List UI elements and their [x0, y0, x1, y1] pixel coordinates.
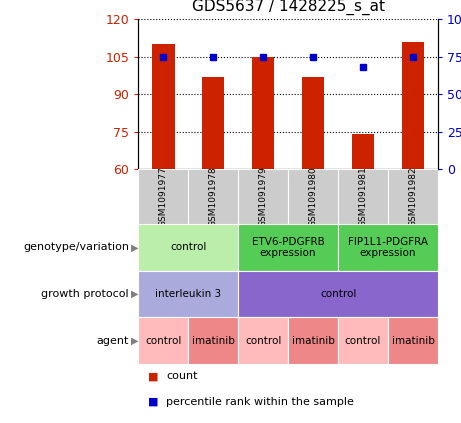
Bar [152, 44, 175, 169]
Text: ■: ■ [148, 397, 158, 407]
Bar [252, 57, 274, 169]
Bar [138, 317, 188, 364]
Bar [138, 271, 238, 317]
Bar [302, 77, 325, 169]
Text: control: control [170, 242, 207, 253]
Bar [238, 317, 288, 364]
Text: GSM1091981: GSM1091981 [359, 166, 367, 227]
Text: control: control [145, 335, 182, 346]
Bar [188, 169, 238, 224]
Bar [288, 317, 338, 364]
Text: GDS5637 / 1428225_s_at: GDS5637 / 1428225_s_at [192, 0, 384, 15]
Bar [288, 169, 338, 224]
Text: control: control [345, 335, 381, 346]
Text: interleukin 3: interleukin 3 [155, 289, 221, 299]
Text: ■: ■ [148, 371, 158, 382]
Text: genotype/variation: genotype/variation [23, 242, 129, 253]
Bar [388, 317, 438, 364]
Text: GSM1091982: GSM1091982 [408, 166, 418, 227]
Text: count: count [166, 371, 197, 382]
Bar [238, 271, 438, 317]
Bar [388, 169, 438, 224]
Text: GSM1091979: GSM1091979 [259, 166, 268, 227]
Text: GSM1091978: GSM1091978 [209, 166, 218, 227]
Bar [338, 224, 438, 271]
Text: agent: agent [97, 335, 129, 346]
Text: GSM1091980: GSM1091980 [308, 166, 318, 227]
Text: GSM1091977: GSM1091977 [159, 166, 168, 227]
Text: percentile rank within the sample: percentile rank within the sample [166, 397, 354, 407]
Text: ▶: ▶ [131, 335, 139, 346]
Bar [352, 134, 374, 169]
Text: control: control [245, 335, 281, 346]
Text: growth protocol: growth protocol [41, 289, 129, 299]
Bar [188, 317, 238, 364]
Text: ▶: ▶ [131, 242, 139, 253]
Bar [138, 224, 238, 271]
Text: imatinib: imatinib [292, 335, 335, 346]
Bar [402, 41, 424, 169]
Text: FIP1L1-PDGFRA
expression: FIP1L1-PDGFRA expression [348, 236, 428, 258]
Bar [238, 224, 338, 271]
Bar [338, 169, 388, 224]
Bar [238, 169, 288, 224]
Text: control: control [320, 289, 356, 299]
Bar [338, 317, 388, 364]
Bar [202, 77, 225, 169]
Text: ETV6-PDGFRB
expression: ETV6-PDGFRB expression [252, 236, 325, 258]
Text: imatinib: imatinib [391, 335, 434, 346]
Text: imatinib: imatinib [192, 335, 235, 346]
Bar [138, 169, 188, 224]
Text: ▶: ▶ [131, 289, 139, 299]
